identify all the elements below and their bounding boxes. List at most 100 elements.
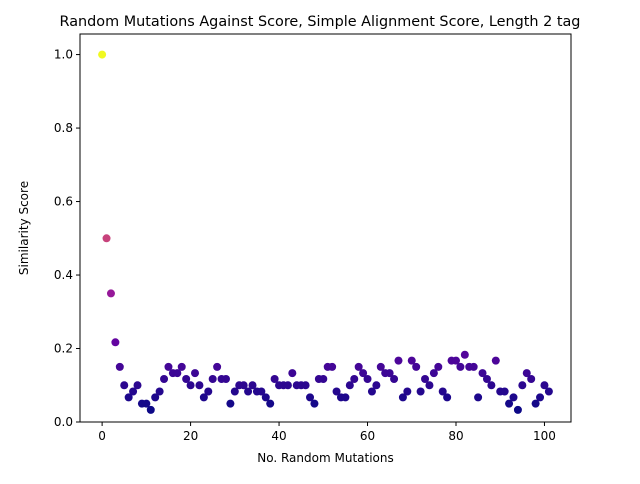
data-point — [124, 393, 133, 402]
y-tick-label: 0.8 — [54, 121, 73, 135]
data-point — [160, 375, 169, 384]
x-axis-label: No. Random Mutations — [257, 451, 394, 465]
x-tick-label: 0 — [98, 429, 106, 443]
x-tick-label: 40 — [271, 429, 286, 443]
data-point — [204, 387, 213, 396]
data-point — [372, 381, 381, 390]
data-point — [208, 375, 217, 384]
data-point — [429, 369, 438, 378]
data-point — [288, 369, 297, 378]
data-point — [363, 375, 372, 384]
data-point — [283, 381, 292, 390]
data-point — [385, 369, 394, 378]
data-point — [474, 393, 483, 402]
data-point — [509, 393, 518, 402]
data-point — [199, 393, 208, 402]
data-point — [244, 387, 253, 396]
data-point — [319, 375, 328, 384]
data-point — [230, 387, 239, 396]
data-point — [133, 381, 142, 390]
data-points — [98, 50, 553, 414]
x-tick-label: 20 — [183, 429, 198, 443]
data-point — [354, 362, 363, 371]
data-point — [487, 381, 496, 390]
x-tick-label: 60 — [360, 429, 375, 443]
data-point — [248, 381, 257, 390]
data-point — [191, 369, 200, 378]
x-tick-label: 100 — [533, 429, 556, 443]
data-point — [261, 393, 270, 402]
data-point — [544, 387, 553, 396]
chart-title: Random Mutations Against Score, Simple A… — [60, 14, 581, 30]
data-point — [301, 381, 310, 390]
x-axis-ticks: 0 20 40 60 80 100 — [98, 422, 556, 443]
data-point — [407, 356, 416, 365]
data-point — [142, 399, 151, 408]
data-point — [460, 350, 469, 359]
data-point — [500, 387, 509, 396]
data-point — [106, 289, 115, 298]
data-point — [456, 362, 465, 371]
data-point — [129, 387, 138, 396]
data-point — [350, 375, 359, 384]
y-tick-label: 0.4 — [54, 268, 73, 282]
data-point — [332, 387, 341, 396]
data-point — [390, 375, 399, 384]
y-axis-ticks: 0.0 0.2 0.4 0.6 0.8 1.0 — [54, 48, 80, 429]
data-point — [398, 393, 407, 402]
data-point — [376, 362, 385, 371]
data-point — [213, 362, 222, 371]
data-point — [403, 387, 412, 396]
data-point — [522, 369, 531, 378]
data-point — [482, 375, 491, 384]
data-point — [345, 381, 354, 390]
y-tick-label: 0.6 — [54, 195, 73, 209]
data-point — [341, 393, 350, 402]
data-point — [155, 387, 164, 396]
x-tick-label: 80 — [448, 429, 463, 443]
data-point — [536, 393, 545, 402]
data-point — [306, 393, 315, 402]
data-point — [540, 381, 549, 390]
data-point — [443, 393, 452, 402]
data-point — [239, 381, 248, 390]
y-axis-label: Similarity Score — [17, 181, 31, 275]
data-point — [186, 381, 195, 390]
data-point — [527, 375, 536, 384]
data-point — [513, 405, 522, 414]
data-point — [266, 399, 275, 408]
data-point — [469, 362, 478, 371]
data-point — [438, 387, 447, 396]
data-point — [173, 369, 182, 378]
data-point — [111, 338, 120, 347]
y-tick-label: 0.0 — [54, 415, 73, 429]
data-point — [195, 381, 204, 390]
data-point — [257, 387, 266, 396]
data-point — [531, 399, 540, 408]
data-point — [102, 234, 111, 243]
data-point — [164, 362, 173, 371]
plot-frame — [79, 33, 572, 423]
data-point — [120, 381, 129, 390]
data-point — [328, 362, 337, 371]
data-point — [270, 375, 279, 384]
data-point — [310, 399, 319, 408]
data-point — [505, 399, 514, 408]
data-point — [478, 369, 487, 378]
data-point — [359, 369, 368, 378]
data-point — [177, 362, 186, 371]
data-point — [421, 375, 430, 384]
data-point — [367, 387, 376, 396]
data-point — [151, 393, 160, 402]
data-point — [182, 375, 191, 384]
data-point — [451, 356, 460, 365]
data-point — [491, 356, 500, 365]
data-point — [412, 362, 421, 371]
data-point — [221, 375, 230, 384]
data-point — [98, 50, 107, 59]
data-point — [115, 362, 124, 371]
y-tick-label: 1.0 — [54, 48, 73, 62]
data-point — [425, 381, 434, 390]
